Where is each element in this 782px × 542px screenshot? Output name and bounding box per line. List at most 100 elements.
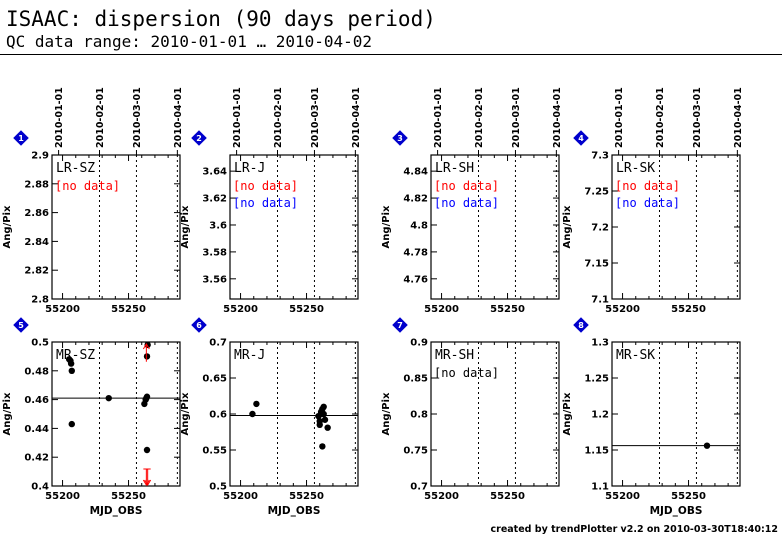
x-tick-label: 55200 [223,304,258,315]
y-tick-label: 1.25 [584,374,609,385]
y-tick-label: 4.8 [410,220,428,231]
outlier-arrow-head [142,479,150,486]
panel-number-badge [573,130,589,146]
date-tick-label: 2010-04-01 [552,87,563,148]
y-tick-label: 2.8 [31,295,49,306]
y-tick-label: 0.55 [202,446,227,457]
data-point [324,424,331,431]
panel-number: 7 [397,321,403,330]
data-point [320,410,327,418]
x-tick-label: 55250 [490,304,525,315]
y-tick-label: 0.8 [410,410,428,421]
data-point [319,443,326,450]
outlier-arrow-head [144,479,152,486]
plot-frame [430,154,560,300]
x-tick-label: 55250 [671,304,706,315]
panel-number-badge [191,317,207,333]
x-axis-label: MJD_OBS [268,505,321,517]
date-tick-label: 2010-02-01 [474,87,485,148]
y-axis-label: Ang/Pix [381,392,392,435]
y-tick-label: 0.48 [24,366,49,377]
date-tick-label: 2010-03-01 [692,87,703,148]
plot-frame [430,341,560,487]
outlier-arrow-head [142,343,150,350]
x-tick-label: 55200 [424,304,459,315]
data-point [143,446,151,454]
data-point [316,421,323,428]
panel-number: 3 [397,134,403,143]
y-tick-label: 1.3 [591,338,609,349]
y-tick-label: 2.86 [24,208,49,219]
y-tick-label: 0.65 [202,374,227,385]
y-tick-label: 2.84 [24,237,49,248]
panel-number-badge [392,130,408,146]
x-axis-label: MJD_OBS [650,505,703,517]
date-tick-label: 2010-04-01 [173,87,184,148]
y-tick-label: 0.46 [24,395,49,406]
panel-label: MR-SH [435,348,474,363]
panel-number: 4 [578,134,584,143]
date-tick-label: 2010-03-01 [310,87,321,148]
y-tick-label: 3.56 [202,274,227,285]
x-tick-label: 55200 [605,304,640,315]
y-tick-label: 7.15 [584,259,609,270]
x-tick-label: 55250 [111,491,146,502]
x-tick-label: 55250 [490,491,525,502]
x-tick-label: 55200 [605,491,640,502]
y-tick-label: 7.2 [591,223,609,234]
panel-number-badge [13,130,29,146]
page-title: ISAAC: dispersion (90 days period) [6,7,436,31]
x-tick-label: 55250 [289,491,324,502]
no-data-note: [no data] [434,366,499,380]
panel-number-badge [191,130,207,146]
x-tick-label: 55200 [45,491,80,502]
x-tick-label: 55250 [671,491,706,502]
data-point [143,353,151,360]
y-tick-label: 1.15 [584,446,609,457]
panel-number: 8 [578,321,584,330]
panel-number: 5 [18,321,24,330]
date-tick-label: 2010-01-01 [232,87,243,148]
y-tick-label: 0.44 [24,424,49,435]
y-tick-label: 4.76 [403,274,428,285]
y-axis-label: Ang/Pix [2,392,13,435]
y-axis-label: Ang/Pix [180,205,191,248]
no-data-note: [no data] [233,196,298,210]
plot-frame [229,341,359,487]
x-tick-label: 55200 [424,491,459,502]
y-tick-label: 4.82 [403,194,428,205]
panel-label: MR-SK [616,348,655,363]
y-tick-label: 0.75 [403,446,428,457]
credit-line: created by trendPlotter v2.2 on 2010-03-… [490,524,779,535]
y-tick-label: 0.6 [209,410,227,421]
y-tick-label: 1.2 [591,410,609,421]
data-point [68,420,75,428]
x-tick-label: 55250 [111,304,146,315]
x-tick-label: 55250 [289,304,324,315]
y-tick-label: 2.88 [24,179,49,190]
page-subtitle: QC data range: 2010-01-01 … 2010-04-02 [6,32,373,51]
date-tick-label: 2010-01-01 [614,87,625,148]
y-tick-label: 7.3 [591,151,609,162]
data-point [253,400,260,408]
y-tick-label: 2.9 [31,151,49,162]
plot-frame [229,154,359,300]
y-tick-label: 0.5 [209,482,227,493]
date-tick-label: 2010-04-01 [351,87,362,148]
data-point [143,393,151,400]
no-data-note: [no data] [615,196,680,210]
panel-number: 2 [196,134,202,143]
x-axis-label: MJD_OBS [90,505,143,517]
y-tick-label: 0.4 [31,482,49,493]
panel-label: LR-SK [616,161,655,176]
date-tick-label: 2010-01-01 [433,87,444,148]
y-tick-label: 4.84 [403,167,428,178]
data-point [703,442,711,449]
y-axis-label: Ang/Pix [180,392,191,435]
data-point [320,403,327,410]
panel-label: LR-SZ [56,161,95,176]
y-tick-label: 0.7 [410,482,428,493]
plot-frame [611,341,741,487]
y-tick-label: 4.78 [403,247,428,258]
